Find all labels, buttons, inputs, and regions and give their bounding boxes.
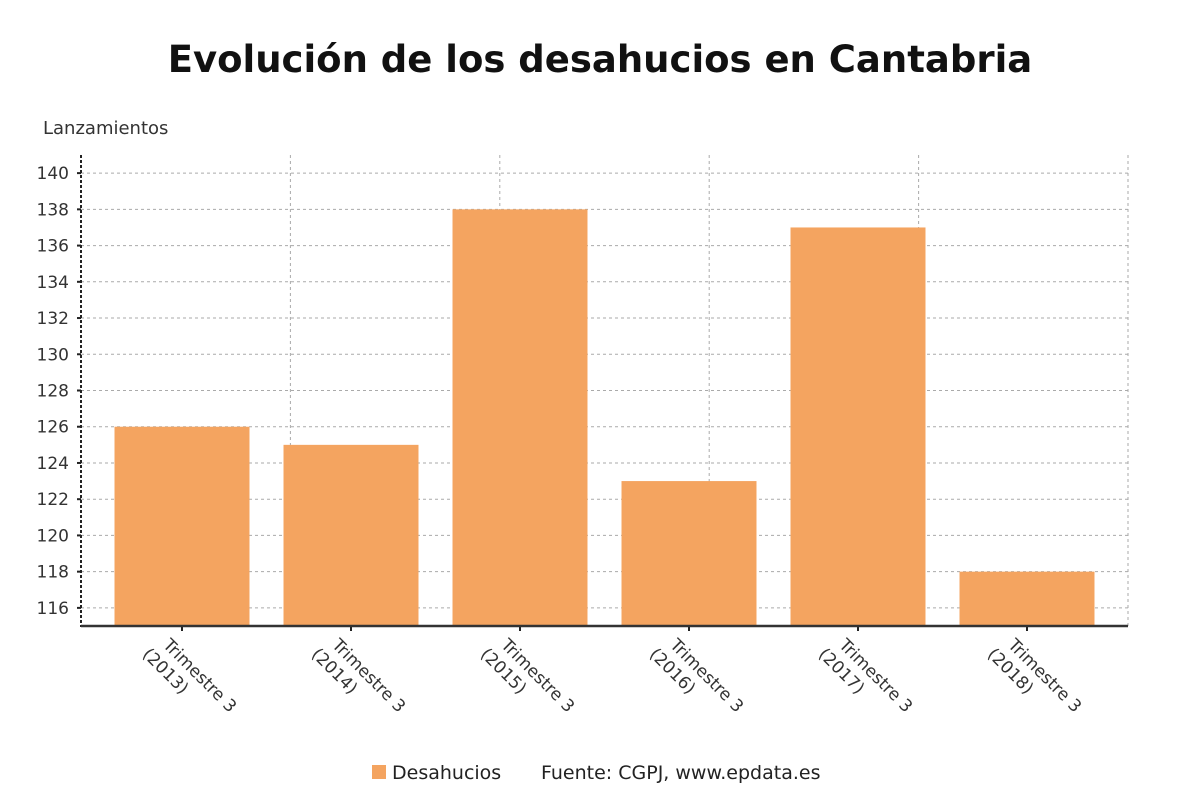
y-tick-label: 118	[37, 563, 69, 583]
y-tick-label: 128	[37, 382, 69, 402]
bar	[621, 481, 757, 626]
legend-label[interactable]: Desahucios	[392, 762, 501, 784]
x-tick-label: Trimestre 3(2017)	[814, 635, 916, 717]
y-tick-label: 132	[37, 309, 69, 329]
y-tick-label: 130	[37, 345, 69, 365]
y-tick-label: 124	[37, 454, 69, 474]
chart-title: Evolución de los desahucios en Cantabria	[167, 38, 1033, 81]
x-tick-label: Trimestre 3(2013)	[138, 635, 240, 717]
x-tick-label: Trimestre 3(2014)	[307, 635, 409, 717]
bar	[959, 571, 1095, 626]
y-tick-label: 140	[37, 164, 69, 184]
y-tick-label: 126	[37, 418, 69, 438]
y-tick-label: 116	[37, 599, 69, 619]
y-tick-label: 134	[37, 273, 69, 293]
y-tick-label: 120	[37, 526, 69, 546]
y-tick-label: 136	[37, 237, 69, 257]
y-tick-label: 138	[37, 200, 69, 220]
y-tick-label: 122	[37, 490, 69, 510]
bar	[452, 209, 588, 626]
bar	[114, 426, 250, 626]
legend-swatch	[372, 765, 386, 779]
x-tick-label: Trimestre 3(2015)	[476, 635, 578, 717]
source-note: Fuente: CGPJ, www.epdata.es	[541, 762, 820, 784]
y-axis-label: Lanzamientos	[43, 118, 168, 139]
bar	[790, 227, 926, 626]
bar	[283, 444, 419, 626]
x-tick-label: Trimestre 3(2016)	[645, 635, 747, 717]
x-tick-label: Trimestre 3(2018)	[983, 635, 1085, 717]
